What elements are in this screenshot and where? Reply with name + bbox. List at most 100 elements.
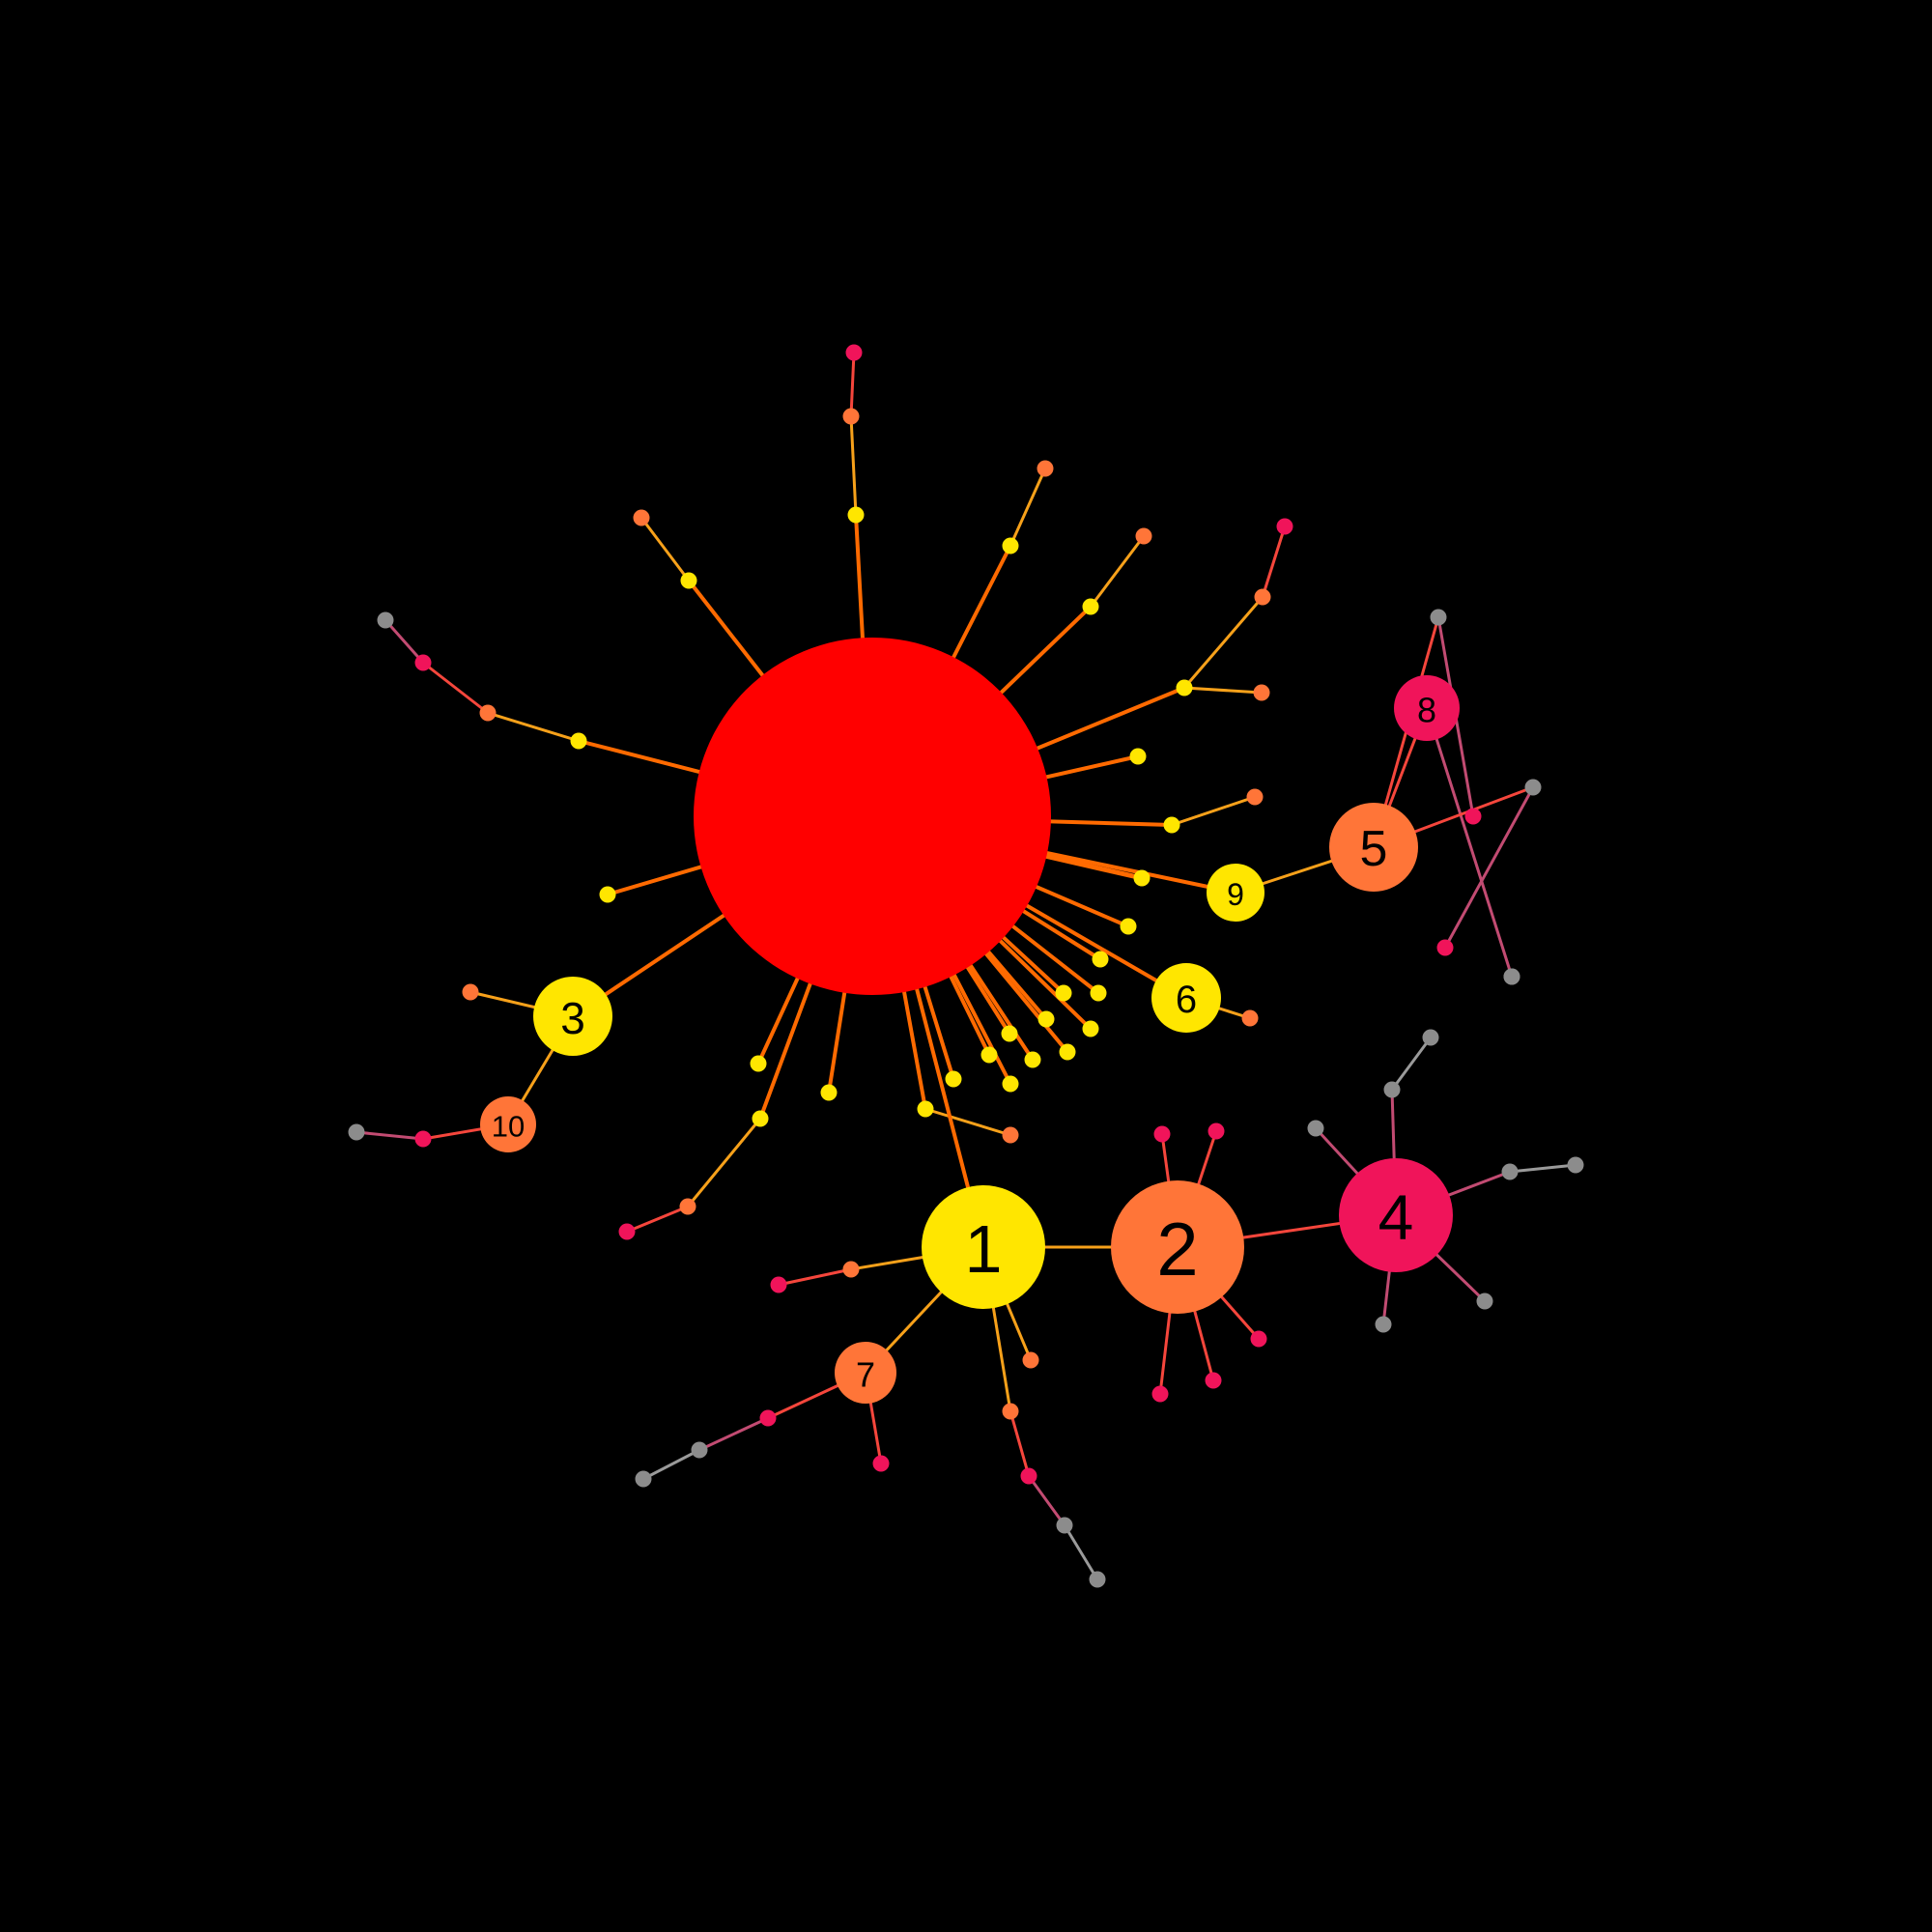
edge xyxy=(486,711,581,743)
node-8: 8 xyxy=(1394,675,1460,741)
node-3-label: 3 xyxy=(560,993,585,1043)
leaf-node xyxy=(377,611,394,629)
leaf-node xyxy=(1133,869,1151,887)
edge xyxy=(384,618,425,665)
edge xyxy=(1089,534,1146,609)
node-7: 7 xyxy=(835,1342,896,1404)
node-10: 10 xyxy=(480,1096,536,1152)
edge xyxy=(1261,525,1287,599)
edge xyxy=(1009,467,1047,548)
leaf-node xyxy=(1254,588,1271,606)
leaf-node xyxy=(1501,1163,1519,1180)
leaf-node xyxy=(1020,1467,1037,1485)
leaf-node xyxy=(1002,537,1019,554)
leaf-node xyxy=(847,506,865,524)
leaf-node xyxy=(1276,518,1293,535)
leaf-node xyxy=(1135,527,1152,545)
leaf-node xyxy=(1524,779,1542,796)
edge xyxy=(1063,1523,1099,1581)
leaf-node xyxy=(679,1198,696,1215)
node-7-label: 7 xyxy=(856,1355,875,1395)
leaf-node xyxy=(1476,1293,1493,1310)
leaf-node xyxy=(1002,1075,1019,1093)
edge xyxy=(697,1416,770,1452)
edge xyxy=(1425,706,1514,979)
leaf-node xyxy=(414,654,432,671)
node-9: 9 xyxy=(1207,864,1264,922)
leaf-node xyxy=(633,509,650,526)
node-3: 3 xyxy=(533,977,612,1056)
leaf-node xyxy=(1024,1051,1041,1068)
leaf-node xyxy=(599,886,616,903)
node-5-label: 5 xyxy=(1360,821,1388,877)
leaf-node xyxy=(1208,1122,1225,1140)
leaf-node xyxy=(1503,968,1520,985)
node-10-label: 10 xyxy=(492,1110,525,1144)
leaf-node xyxy=(1092,951,1109,968)
node-2-label: 2 xyxy=(1156,1207,1198,1292)
node-1-label: 1 xyxy=(965,1211,1003,1287)
leaf-node xyxy=(1001,1025,1018,1042)
edge xyxy=(625,1205,690,1234)
leaf-node xyxy=(1037,460,1054,477)
edge xyxy=(1170,795,1257,827)
node-9-label: 9 xyxy=(1227,877,1244,912)
leaf-node xyxy=(479,704,497,722)
leaf-node xyxy=(945,1070,962,1088)
leaf-node xyxy=(1307,1120,1324,1137)
leaf-nodes-layer xyxy=(348,344,1584,1588)
node-2: 2 xyxy=(1111,1180,1244,1314)
leaf-node xyxy=(1436,939,1454,956)
leaf-node xyxy=(1430,609,1447,626)
leaf-node xyxy=(1055,984,1072,1002)
node-8-circle xyxy=(1394,675,1460,741)
leaf-node xyxy=(1241,1009,1259,1027)
leaf-node xyxy=(1464,808,1482,825)
edge xyxy=(1508,1163,1577,1174)
edge xyxy=(777,1267,853,1287)
leaf-node xyxy=(1176,679,1193,696)
leaf-node xyxy=(1037,1010,1055,1028)
leaf-node xyxy=(980,1046,998,1064)
edge xyxy=(849,414,858,517)
edge xyxy=(1390,1036,1433,1092)
leaf-node xyxy=(1089,1571,1106,1588)
leaf-node xyxy=(752,1110,769,1127)
edge xyxy=(355,1130,425,1141)
leaf-node xyxy=(842,408,860,425)
edge xyxy=(923,1107,1012,1137)
leaf-node xyxy=(1082,598,1099,615)
node-10-circle xyxy=(480,1096,536,1152)
leaf-node xyxy=(1383,1081,1401,1098)
leaf-node xyxy=(618,1223,636,1240)
leaf-node xyxy=(770,1276,787,1293)
leaf-node xyxy=(1022,1351,1039,1369)
leaf-node xyxy=(1151,1385,1169,1403)
leaf-node xyxy=(1056,1517,1073,1534)
node-6-circle xyxy=(1151,963,1221,1033)
node-1-circle xyxy=(922,1185,1045,1309)
leaf-node xyxy=(750,1055,767,1072)
leaf-node xyxy=(1002,1126,1019,1144)
leaf-node xyxy=(348,1123,365,1141)
node-8-label: 8 xyxy=(1417,691,1436,730)
edge xyxy=(1027,1474,1066,1527)
node-4: 4 xyxy=(1339,1158,1453,1272)
leaf-node xyxy=(1422,1029,1439,1046)
leaf-node xyxy=(570,732,587,750)
leaf-node xyxy=(1253,684,1270,701)
leaf-node xyxy=(1120,918,1137,935)
node-4-label: 4 xyxy=(1378,1181,1414,1253)
node-2-circle xyxy=(1111,1180,1244,1314)
leaf-node xyxy=(1567,1156,1584,1174)
edge xyxy=(1009,1409,1031,1478)
leaf-node xyxy=(635,1470,652,1488)
labeled-nodes-layer: 1 2 3 4 5 6 7 8 xyxy=(480,638,1460,1404)
leaf-node xyxy=(462,983,479,1001)
leaf-node xyxy=(917,1100,934,1118)
node-4-circle xyxy=(1339,1158,1453,1272)
leaf-node xyxy=(414,1130,432,1148)
leaf-node xyxy=(1246,788,1264,806)
leaf-node xyxy=(1153,1125,1171,1143)
edge xyxy=(1182,595,1264,690)
